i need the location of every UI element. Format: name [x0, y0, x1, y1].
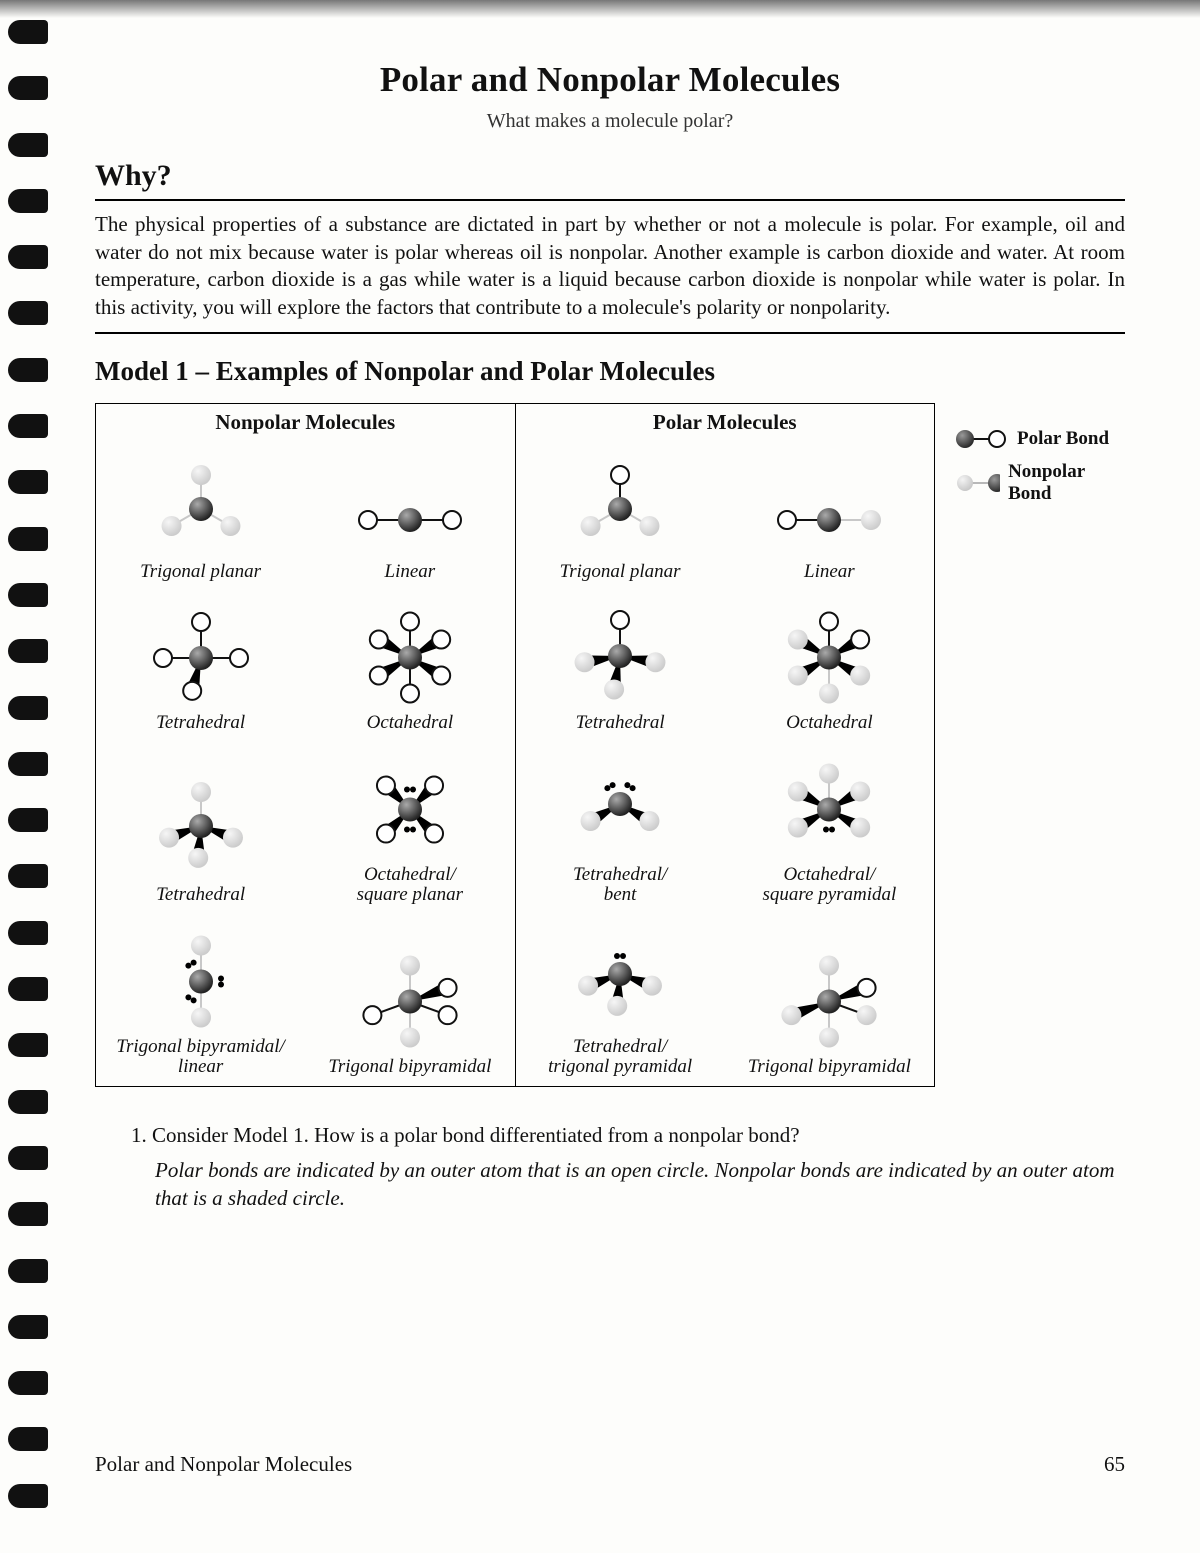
why-paragraph: The physical properties of a substance a…: [95, 211, 1125, 322]
molecule-cell: Trigonal bipyramidal: [725, 914, 934, 1086]
nonpolar-bond-icon: [953, 471, 1000, 495]
molecule-caption: Trigonal planar: [140, 562, 261, 583]
molecule-cell: Tetrahedral/bent: [516, 742, 725, 914]
footer-page-number: 65: [1104, 1452, 1125, 1477]
molecule-diagram: [106, 768, 296, 883]
molecule-cell: Linear: [305, 439, 514, 591]
molecule-caption: Tetrahedral/trigonal pyramidal: [548, 1037, 692, 1078]
molecule-diagram: [734, 480, 924, 560]
page-content: Polar and Nonpolar Molecules What makes …: [95, 60, 1125, 1213]
molecule-diagram: [525, 920, 715, 1035]
why-heading: Why?: [95, 159, 1125, 193]
rule-top: [95, 199, 1125, 201]
page-subtitle: What makes a molecule polar?: [95, 110, 1125, 133]
molecule-caption: Trigonal bipyramidal: [328, 1057, 491, 1078]
molecule-diagram: [106, 920, 296, 1035]
molecule-diagram: [106, 445, 296, 560]
molecule-diagram: [315, 748, 505, 863]
legend-nonpolar-label: Nonpolar Bond: [1008, 461, 1113, 505]
col-header-nonpolar: Nonpolar Molecules: [96, 404, 516, 439]
spiral-binding: [0, 0, 60, 1553]
molecule-caption: Octahedral: [367, 713, 454, 734]
molecule-caption: Octahedral: [786, 713, 873, 734]
molecule-caption: Tetrahedral: [156, 885, 245, 906]
molecule-cell: Trigonal bipyramidal: [305, 914, 514, 1086]
molecule-diagram: [315, 480, 505, 560]
answer-text: Polar bonds are indicated by an outer at…: [155, 1156, 1125, 1213]
col-header-polar: Polar Molecules: [516, 404, 935, 439]
molecule-cell: Tetrahedral: [96, 742, 305, 914]
molecule-diagram: [525, 445, 715, 560]
molecule-diagram: [525, 748, 715, 863]
molecule-cell: Octahedral: [725, 590, 934, 742]
molecule-diagram: [734, 596, 924, 711]
molecule-cell: Octahedral/square pyramidal: [725, 742, 934, 914]
molecule-diagram: [315, 596, 505, 711]
molecule-diagram: [106, 596, 296, 711]
molecule-caption: Trigonal planar: [560, 562, 681, 583]
molecule-caption: Octahedral/square pyramidal: [762, 865, 896, 906]
question-text: Consider Model 1. How is a polar bond di…: [152, 1123, 800, 1147]
page-footer: Polar and Nonpolar Molecules 65: [95, 1452, 1125, 1477]
molecule-cell: Tetrahedral/trigonal pyramidal: [516, 914, 725, 1086]
molecule-cell: Trigonal planar: [516, 439, 725, 591]
footer-title: Polar and Nonpolar Molecules: [95, 1452, 352, 1477]
question-block: 1. Consider Model 1. How is a polar bond…: [135, 1123, 1125, 1213]
molecule-diagram: [734, 940, 924, 1055]
molecule-caption: Octahedral/square planar: [357, 865, 463, 906]
question-number: 1.: [131, 1123, 147, 1147]
molecule-cell: Tetrahedral: [96, 590, 305, 742]
molecule-caption: Tetrahedral: [156, 713, 245, 734]
model-table: Nonpolar Molecules Polar Molecules Trigo…: [95, 403, 935, 1087]
molecule-diagram: [525, 596, 715, 711]
molecule-diagram: [315, 940, 505, 1055]
molecule-cell: Trigonal planar: [96, 439, 305, 591]
polar-bond-icon: [953, 427, 1009, 451]
molecule-caption: Linear: [385, 562, 436, 583]
molecule-caption: Trigonal bipyramidal/linear: [116, 1037, 284, 1078]
page-scan-shadow: [0, 0, 1200, 18]
legend: Polar Bond Nonpolar Bon: [953, 403, 1113, 515]
model-heading: Model 1 – Examples of Nonpolar and Polar…: [95, 356, 1125, 387]
molecule-caption: Trigonal bipyramidal: [748, 1057, 911, 1078]
molecule-caption: Tetrahedral/bent: [573, 865, 667, 906]
molecule-cell: Trigonal bipyramidal/linear: [96, 914, 305, 1086]
page-title: Polar and Nonpolar Molecules: [95, 60, 1125, 100]
molecule-caption: Linear: [804, 562, 855, 583]
molecule-cell: Octahedral: [305, 590, 514, 742]
molecule-caption: Tetrahedral: [576, 713, 665, 734]
molecule-cell: Octahedral/square planar: [305, 742, 514, 914]
molecule-diagram: [734, 748, 924, 863]
molecule-cell: Linear: [725, 439, 934, 591]
legend-polar-label: Polar Bond: [1017, 428, 1109, 450]
rule-bottom: [95, 332, 1125, 334]
molecule-cell: Tetrahedral: [516, 590, 725, 742]
